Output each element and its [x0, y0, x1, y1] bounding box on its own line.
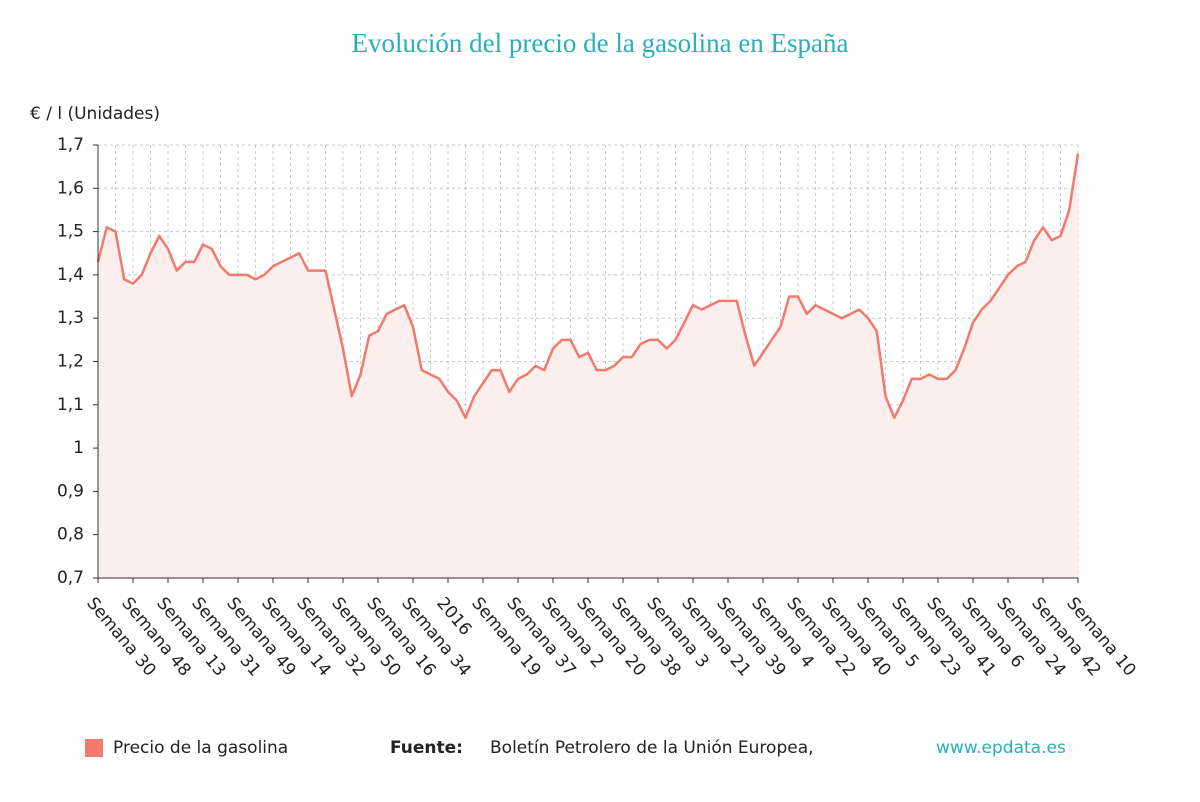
y-tick-label: 1,2 — [57, 352, 84, 372]
y-tick-label: 1,1 — [57, 395, 84, 415]
area — [98, 153, 1078, 578]
source-link[interactable]: www.epdata.es — [936, 738, 1066, 758]
y-tick-label: 1,3 — [57, 308, 84, 328]
source-text: Boletín Petrolero de la Unión Europea, — [490, 738, 814, 758]
legend-label: Precio de la gasolina — [113, 738, 288, 758]
source-label: Fuente: — [390, 738, 463, 758]
y-tick-label: 1,4 — [57, 265, 84, 285]
y-tick-label: 1,6 — [57, 178, 84, 198]
y-tick-label: 1 — [73, 438, 84, 458]
legend-swatch — [85, 739, 103, 757]
y-tick-label: 1,7 — [57, 135, 84, 155]
y-tick-label: 0,9 — [57, 481, 84, 501]
y-tick-label: 1,5 — [57, 222, 84, 242]
y-axis-label: € / l (Unidades) — [30, 104, 160, 124]
line — [96, 153, 1080, 420]
y-tick-label: 0,7 — [57, 568, 84, 588]
chart-title: Evolución del precio de la gasolina en E… — [351, 28, 848, 58]
y-tick-label: 0,8 — [57, 525, 84, 545]
